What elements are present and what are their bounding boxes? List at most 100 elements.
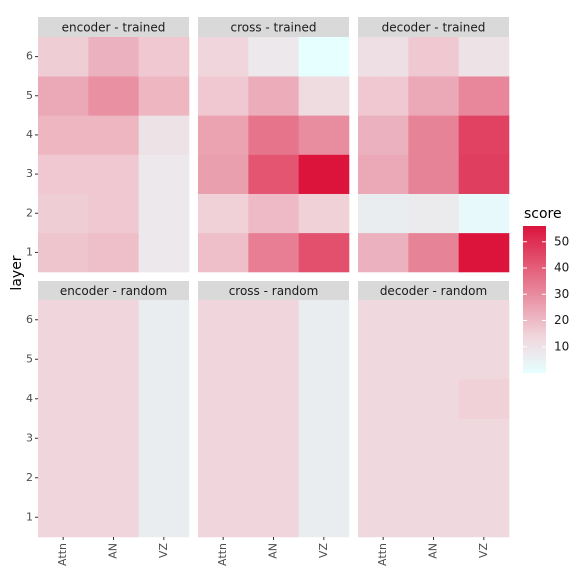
heatmap-cell — [298, 300, 350, 340]
heatmap-cell — [248, 193, 299, 234]
heatmap-cell — [138, 115, 190, 155]
facet-label: decoder - trained — [382, 21, 486, 35]
heatmap-cell — [358, 115, 409, 155]
heatmap-cell — [38, 339, 89, 380]
heatmap-cell — [358, 300, 409, 340]
x-tick-label: Attn — [376, 543, 389, 566]
heatmap-cell — [458, 115, 510, 155]
heatmap-cell — [198, 458, 249, 498]
legend-tick-label: 30 — [554, 287, 569, 301]
legend-tick-label: 20 — [554, 313, 569, 327]
heatmap-cell — [408, 458, 459, 498]
heatmap-cell — [298, 458, 350, 498]
heatmap-cell — [458, 76, 510, 116]
heatmap-cell — [408, 232, 459, 273]
panels: encoder - trained cross - trained decoder … — [38, 17, 510, 538]
heatmap-cell — [248, 418, 299, 459]
y-tick-label: 4 — [26, 392, 33, 405]
heatmap-cell — [88, 154, 139, 194]
y-tick-label: 4 — [26, 128, 33, 141]
y-tick-label: 1 — [26, 245, 33, 258]
heatmap-cell — [198, 300, 249, 340]
heatmap-cell — [198, 339, 249, 380]
facet-panel: cross - random — [198, 281, 350, 538]
facet-label: decoder - random — [380, 284, 487, 298]
heatmap-cell — [88, 76, 139, 116]
x-tick-label: VZ — [157, 543, 170, 559]
heatmap-cell — [88, 418, 139, 459]
heatmap-cell — [198, 497, 249, 538]
facet-strip — [198, 281, 349, 300]
heatmap-cell — [198, 154, 249, 194]
heatmap-cell — [198, 232, 249, 273]
heatmap-cell — [358, 497, 409, 538]
y-tick-label: 2 — [26, 206, 33, 219]
heatmap-cell — [248, 379, 299, 419]
heatmap-cell — [138, 379, 190, 419]
y-tick-label: 6 — [26, 50, 33, 63]
heatmap-cell — [88, 232, 139, 273]
heatmap-cell — [248, 115, 299, 155]
y-tick-label: 5 — [26, 89, 33, 102]
heatmap-cell — [138, 193, 190, 234]
heatmap-cell — [358, 37, 409, 77]
heatmap-cell — [198, 76, 249, 116]
heatmap-cell — [248, 300, 299, 340]
heatmap-cell — [408, 193, 459, 234]
heatmap-cell — [358, 379, 409, 419]
legend-title: score — [524, 206, 562, 222]
heatmap-cell — [138, 458, 190, 498]
heatmap-cell — [198, 418, 249, 459]
heatmap-cell — [458, 497, 510, 538]
heatmap-cell — [458, 154, 510, 194]
heatmap-cell — [248, 458, 299, 498]
heatmap-cell — [358, 76, 409, 116]
y-tick-label: 3 — [26, 167, 33, 180]
heatmap-cell — [138, 497, 190, 538]
heatmap-cell — [248, 76, 299, 116]
heatmap-cell — [458, 418, 510, 459]
x-tick-label: AN — [267, 543, 280, 559]
heatmap-cell — [298, 37, 350, 77]
legend-tick-label: 10 — [554, 339, 569, 353]
heatmap-cell — [138, 300, 190, 340]
heatmap-cell — [358, 418, 409, 459]
legend: score 10 20 30 40 50 — [523, 206, 569, 373]
facet-panel: encoder - random — [38, 281, 190, 538]
heatmap-cell — [38, 497, 89, 538]
heatmap-cell — [408, 76, 459, 116]
facet-label: encoder - trained — [62, 21, 166, 35]
heatmap-cell — [198, 193, 249, 234]
y-tick-label: 5 — [26, 352, 33, 365]
y-tick-label: 2 — [26, 471, 33, 484]
x-tick-label: AN — [107, 543, 120, 559]
facet-strip — [38, 17, 189, 37]
heatmap-cell — [298, 193, 350, 234]
heatmap-cell — [358, 339, 409, 380]
y-tick-label: 3 — [26, 431, 33, 444]
heatmap-cell — [38, 379, 89, 419]
facet-panel: encoder - trained — [38, 17, 190, 273]
legend-tick-label: 40 — [554, 261, 569, 275]
heatmap-cell — [408, 154, 459, 194]
facet-strip — [358, 281, 509, 300]
facet-strip — [38, 281, 189, 300]
y-tick-label: 6 — [26, 313, 33, 326]
heatmap-cell — [38, 458, 89, 498]
heatmap-cell — [248, 154, 299, 194]
facet-label: cross - trained — [230, 21, 316, 35]
heatmap-cell — [298, 115, 350, 155]
heatmap-cell — [358, 232, 409, 273]
heatmap-cell — [38, 37, 89, 77]
heatmap-cell — [88, 379, 139, 419]
heatmap-cell — [88, 497, 139, 538]
heatmap-cell — [198, 37, 249, 77]
heatmap-cell — [38, 76, 89, 116]
heatmap-cell — [198, 115, 249, 155]
heatmap-cell — [248, 339, 299, 380]
heatmap-cell — [38, 193, 89, 234]
heatmap-cell — [88, 37, 139, 77]
heatmap-cell — [138, 232, 190, 273]
facet-label: cross - random — [229, 284, 319, 298]
